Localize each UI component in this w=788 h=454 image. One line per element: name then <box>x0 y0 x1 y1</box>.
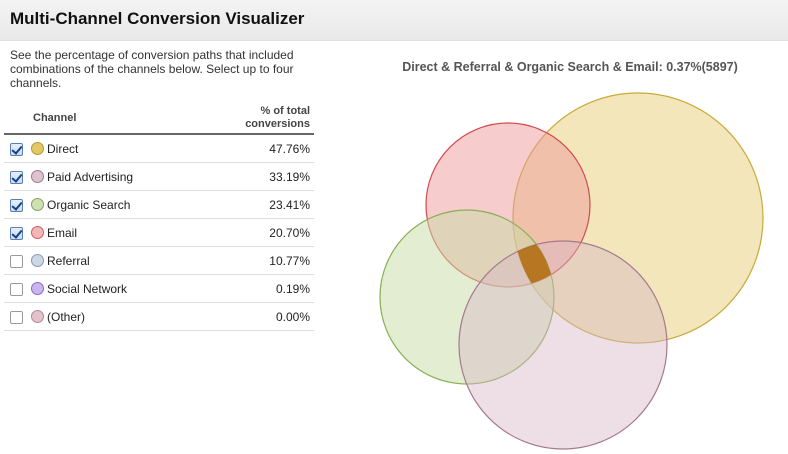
channel-percent: 33.19% <box>200 162 314 191</box>
checkbox-cell <box>4 218 28 247</box>
channel-percent: 0.19% <box>200 274 314 303</box>
channel-percent: 20.70% <box>200 218 314 247</box>
channel-color-swatch-icon <box>31 282 44 296</box>
channel-label: Referral <box>47 253 90 268</box>
channel-cell: Direct <box>28 134 201 163</box>
channel-color-swatch-icon <box>31 226 44 240</box>
channel-checkbox[interactable] <box>10 226 23 240</box>
channel-label: Organic Search <box>47 197 131 212</box>
channel-row[interactable]: Referral 10.77% <box>4 246 314 275</box>
page-title: Multi-Channel Conversion Visualizer <box>10 9 305 28</box>
channel-checkbox[interactable] <box>10 170 23 184</box>
channel-row[interactable]: Paid Advertising 33.19% <box>4 162 314 191</box>
checkbox-cell <box>4 134 28 163</box>
channel-percent: 10.77% <box>200 246 314 275</box>
header-bar: Multi-Channel Conversion Visualizer <box>0 0 788 41</box>
channel-row[interactable]: Direct 47.76% <box>4 134 314 163</box>
channel-row[interactable]: Email 20.70% <box>4 218 314 247</box>
checkbox-cell <box>4 302 28 331</box>
channel-checkbox[interactable] <box>10 310 23 324</box>
channel-percent: 23.41% <box>200 190 314 219</box>
channel-checkbox[interactable] <box>10 142 23 156</box>
channel-percent: 0.00% <box>200 302 314 331</box>
channel-label: Email <box>47 225 78 240</box>
instructions-text: See the percentage of conversion paths t… <box>10 48 294 90</box>
channel-color-swatch-icon <box>31 310 44 324</box>
channel-color-swatch-icon <box>31 142 44 156</box>
percent-header-line2: conversions <box>245 117 310 130</box>
percent-column-header: % of total conversions <box>200 102 314 135</box>
channel-cell: Paid Advertising <box>28 162 201 191</box>
channel-table: Channel % of total conversions Direct 47.… <box>4 102 314 331</box>
visualization-title: Direct & Referral & Organic Search & Ema… <box>402 60 738 74</box>
channel-percent: 47.76% <box>200 134 314 163</box>
channel-checkbox[interactable] <box>10 198 23 212</box>
percent-header-line1: % of total <box>260 104 311 117</box>
channel-cell: Organic Search <box>28 190 201 219</box>
channel-row[interactable]: Social Network 0.19% <box>4 274 314 303</box>
channel-cell: (Other) <box>28 302 201 331</box>
channel-checkbox[interactable] <box>10 282 23 296</box>
channel-checkbox[interactable] <box>10 254 23 268</box>
channel-cell: Email <box>28 218 201 247</box>
table-header-row: Channel % of total conversions <box>4 102 314 135</box>
venn-circle-paid-advertising[interactable] <box>458 240 668 450</box>
checkbox-cell <box>4 274 28 303</box>
channel-label: (Other) <box>47 309 86 324</box>
channel-label: Social Network <box>47 281 128 296</box>
channel-color-swatch-icon <box>31 170 44 184</box>
checkbox-cell <box>4 162 28 191</box>
checkbox-cell <box>4 190 28 219</box>
channel-color-swatch-icon <box>31 198 44 212</box>
channel-label: Direct <box>47 141 79 156</box>
channel-cell: Referral <box>28 246 201 275</box>
checkbox-cell <box>4 246 28 275</box>
channel-color-swatch-icon <box>31 254 44 268</box>
channel-column-header: Channel <box>4 102 201 135</box>
channel-row[interactable]: Organic Search 23.41% <box>4 190 314 219</box>
channel-cell: Social Network <box>28 274 201 303</box>
channel-row[interactable]: (Other) 0.00% <box>4 302 314 331</box>
channel-label: Paid Advertising <box>47 169 134 184</box>
